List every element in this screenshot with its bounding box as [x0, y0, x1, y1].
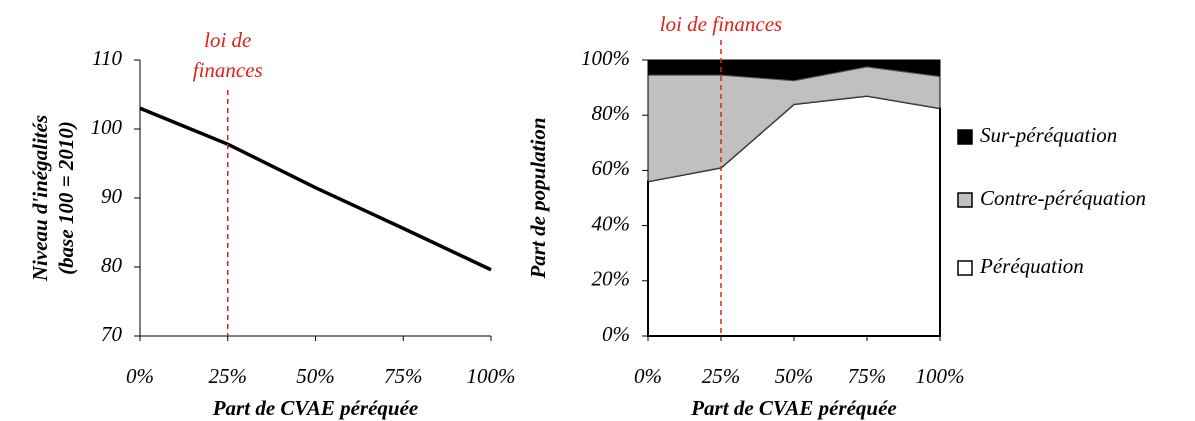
- y-axis-label: Niveau d'inégalités: [28, 115, 52, 282]
- annotation-text: finances: [193, 58, 263, 82]
- x-tick-label: 100%: [916, 364, 965, 388]
- legend-label: Péréquation: [979, 254, 1084, 278]
- x-tick-label: 75%: [848, 364, 887, 388]
- y-tick-label: 20%: [592, 267, 631, 291]
- x-tick-label: 50%: [296, 364, 335, 388]
- y-tick-label: 60%: [592, 156, 631, 180]
- y-tick-label: 110: [92, 46, 122, 70]
- y-axis-label: (base 100 = 2010): [54, 121, 78, 275]
- y-axis-label: Part de population: [526, 117, 550, 279]
- y-tick-label: 100: [91, 115, 123, 139]
- x-tick-label: 25%: [702, 364, 741, 388]
- legend-swatch: [957, 260, 973, 276]
- y-tick-label: 80: [101, 253, 123, 277]
- y-tick-label: 90: [101, 184, 123, 208]
- legend-swatch: [957, 129, 973, 145]
- y-tick-label: 0%: [602, 322, 630, 346]
- x-axis-label: Part de CVAE péréquée: [690, 396, 897, 420]
- x-axis-label: Part de CVAE péréquée: [212, 396, 419, 420]
- legend-label: Sur-péréquation: [980, 123, 1117, 147]
- x-tick-label: 25%: [209, 364, 248, 388]
- x-tick-label: 0%: [634, 364, 662, 388]
- annotation-text: loi de: [204, 28, 251, 52]
- x-tick-label: 0%: [126, 364, 154, 388]
- y-tick-label: 40%: [592, 211, 631, 235]
- y-tick-label: 70: [101, 322, 123, 346]
- x-tick-label: 50%: [775, 364, 814, 388]
- legend-swatch: [957, 192, 973, 208]
- x-tick-label: 100%: [467, 364, 516, 388]
- line: [139, 106, 492, 272]
- x-tick-label: 75%: [384, 364, 423, 388]
- annotation-text: loi de finances: [660, 12, 782, 36]
- legend-label: Contre-péréquation: [980, 186, 1146, 210]
- y-tick-label: 100%: [581, 46, 630, 70]
- y-tick-label: 80%: [592, 101, 631, 125]
